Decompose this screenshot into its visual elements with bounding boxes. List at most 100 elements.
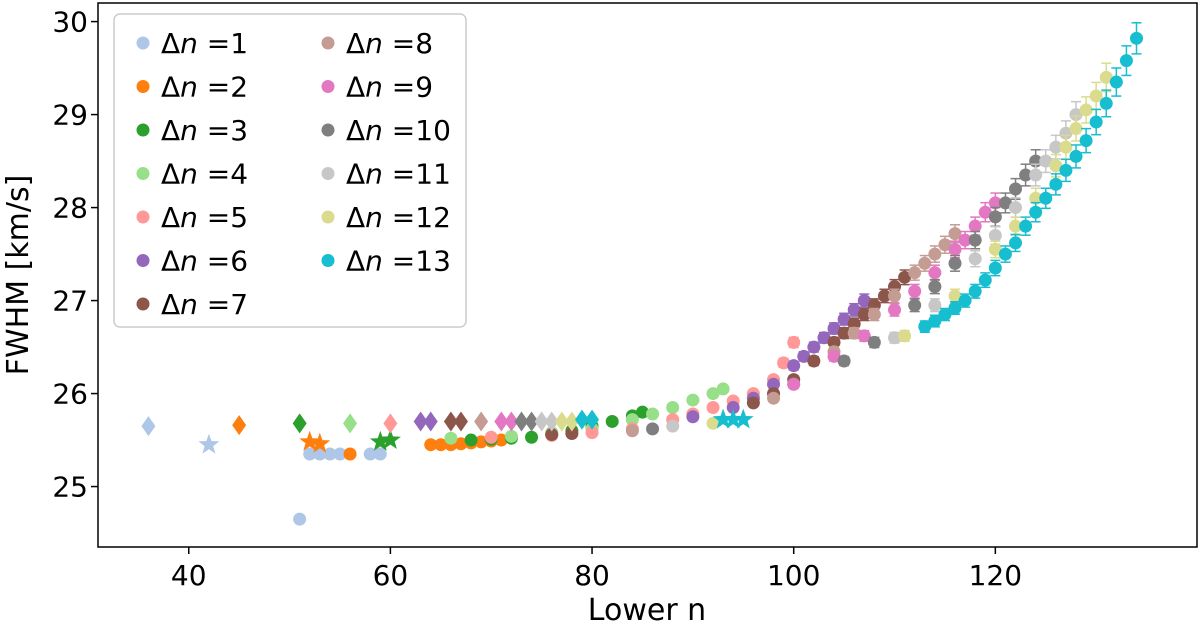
data-point (827, 335, 841, 349)
legend-entry: Δn =4 (161, 158, 248, 191)
y-tick-label: 30 (52, 6, 88, 39)
data-point (898, 329, 912, 343)
legend-marker (321, 36, 335, 50)
legend-marker (136, 167, 150, 180)
series-8 (474, 224, 962, 438)
data-point (1069, 108, 1083, 122)
data-point (837, 326, 851, 340)
data-point (998, 196, 1012, 210)
legend-marker (321, 80, 335, 93)
data-point (333, 447, 347, 461)
data-point (666, 419, 680, 433)
data-point (1019, 168, 1033, 182)
data-point (1009, 182, 1023, 196)
data-point (777, 356, 791, 370)
data-point (988, 228, 1002, 242)
data-point (722, 408, 744, 429)
data-point (746, 396, 760, 410)
data-point (363, 447, 377, 461)
data-point (787, 335, 801, 349)
data-point (494, 433, 508, 447)
data-point (605, 414, 619, 428)
data-point (938, 308, 952, 322)
x-tick-label: 60 (373, 559, 409, 592)
data-point (948, 256, 962, 270)
x-tick-label: 80 (574, 559, 610, 592)
legend-entry: Δn =2 (161, 71, 248, 104)
data-point (423, 411, 438, 432)
data-point (293, 512, 307, 526)
data-point (1059, 163, 1073, 177)
y-axis-label: FWHM [km/s] (1, 175, 36, 376)
data-point (837, 312, 851, 326)
data-point (928, 314, 942, 328)
data-point (343, 447, 357, 461)
data-point (978, 273, 992, 287)
data-point (726, 401, 740, 415)
data-point (767, 377, 781, 391)
data-point (1019, 219, 1033, 233)
data-point (827, 349, 841, 363)
data-point (686, 410, 700, 424)
data-point (198, 433, 220, 454)
data-point (712, 408, 734, 429)
data-point (968, 233, 982, 247)
legend-marker (136, 123, 150, 137)
data-point (807, 354, 821, 368)
data-point (1079, 103, 1093, 117)
y-tick-label: 25 (52, 471, 88, 504)
data-point (918, 256, 932, 270)
data-point (928, 280, 942, 294)
data-point (383, 413, 398, 434)
legend-entry: Δn =6 (161, 245, 248, 278)
data-point (646, 407, 660, 421)
data-point (1119, 54, 1133, 68)
data-point (847, 303, 861, 317)
series-13 (574, 22, 1144, 430)
data-point (565, 427, 579, 441)
data-point (867, 308, 881, 322)
data-point (948, 242, 962, 256)
data-point (787, 377, 801, 391)
data-point (908, 266, 922, 280)
data-point (379, 429, 401, 449)
legend-marker (136, 254, 150, 267)
data-point (444, 431, 458, 445)
data-point (978, 205, 992, 219)
y-tick-label: 26 (52, 378, 88, 411)
data-point (554, 411, 569, 432)
plot-area-frame (97, 2, 1198, 548)
legend-marker (136, 210, 150, 224)
data-point (898, 270, 912, 284)
x-tick-label: 100 (767, 559, 820, 592)
data-point (706, 401, 720, 415)
data-point (413, 411, 428, 432)
data-point (1049, 159, 1063, 173)
data-point (787, 359, 801, 373)
data-point (474, 435, 488, 449)
data-point (313, 447, 327, 461)
x-tick-label: 120 (969, 559, 1022, 592)
series-1 (141, 416, 387, 526)
data-point (888, 331, 902, 345)
data-point (504, 429, 518, 443)
x-tick-label: 40 (171, 559, 207, 592)
data-point (948, 289, 962, 303)
legend-entry: Δn =3 (161, 114, 248, 147)
series-12 (554, 62, 1113, 432)
data-point (908, 298, 922, 312)
data-point (998, 247, 1012, 261)
data-point (988, 242, 1002, 256)
legend-entry: Δn =9 (346, 71, 433, 104)
data-point (494, 411, 509, 432)
data-point (988, 196, 1002, 210)
legend-marker (321, 254, 335, 267)
data-point (1059, 126, 1073, 140)
data-point (928, 247, 942, 261)
legend-marker (136, 297, 150, 311)
data-point (1029, 168, 1043, 182)
data-point (585, 426, 599, 440)
data-point (706, 387, 720, 401)
data-point (323, 447, 337, 461)
y-tick-label: 28 (52, 192, 88, 225)
